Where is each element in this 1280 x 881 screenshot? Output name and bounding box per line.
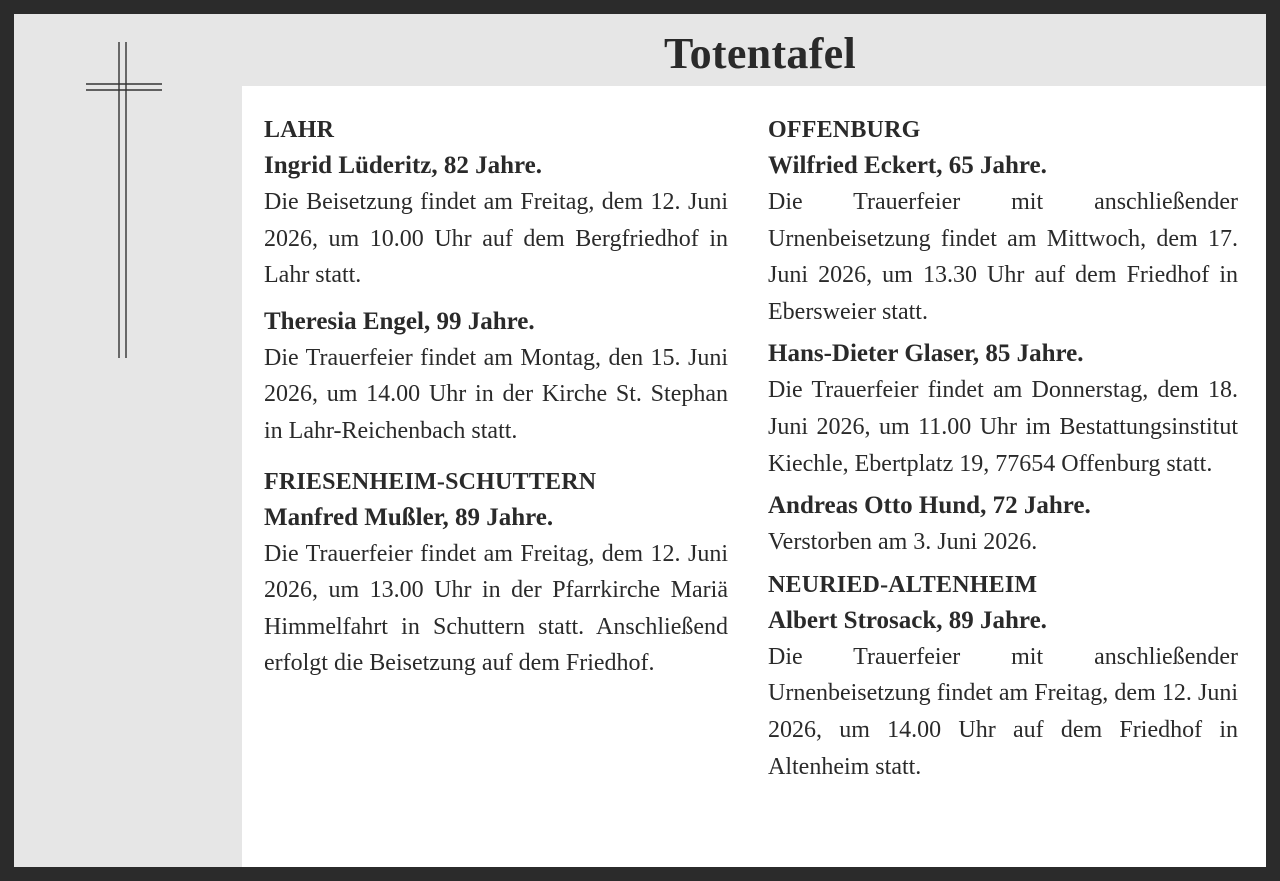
deceased-name: Hans-Dieter Glaser, 85 Jahre. (768, 340, 1084, 368)
obituary-entry: Ingrid Lüderitz, 82 Jahre. Die Beisetzun… (264, 148, 728, 294)
place-heading: NEURIED-ALTENHEIM (768, 571, 1038, 598)
deceased-name: Andreas Otto Hund, 72 Jahre. (768, 492, 1091, 520)
obituary-board: Totentafel LAHR Ingrid Lüderitz, 82 Jahr… (14, 14, 1266, 867)
place-heading: OFFENBURG (768, 117, 921, 143)
place-heading: LAHR (264, 117, 335, 143)
page-title: Totentafel (663, 29, 857, 78)
obituary-entry: Hans-Dieter Glaser, 85 Jahre. Die Trauer… (768, 336, 1238, 482)
deceased-name: Albert Strosack, 89 Jahre. (768, 606, 1047, 634)
obituary-entry: Wilfried Eckert, 65 Jahre. Die Trauerfei… (768, 148, 1238, 330)
obituary-text: Die Trauerfeier mit anschließender Urnen… (768, 643, 1238, 780)
obituary-entry: Theresia Engel, 99 Jahre. Die Trauerfeie… (264, 304, 728, 450)
left-column: LAHR Ingrid Lüderitz, 82 Jahre. Die Beis… (264, 112, 728, 692)
deceased-name: Wilfried Eckert, 65 Jahre. (768, 152, 1047, 179)
right-column: OFFENBURG Wilfried Eckert, 65 Jahre. Die… (768, 112, 1238, 795)
deceased-name: Theresia Engel, 99 Jahre. (264, 307, 535, 335)
obituary-entry: Albert Strosack, 89 Jahre. Die Trauerfei… (768, 603, 1238, 785)
obituary-entry: Manfred Mußler, 89 Jahre. Die Trauerfeie… (264, 500, 728, 682)
deceased-name: Ingrid Lüderitz, 82 Jahre. (264, 152, 543, 179)
cross-icon (86, 42, 162, 358)
obituary-content: LAHR Ingrid Lüderitz, 82 Jahre. Die Beis… (242, 86, 1266, 867)
obituary-text: Die Trauerfeier findet am Donnerstag, de… (768, 377, 1238, 477)
obituary-text: Die Trauerfeier findet am Freitag, dem 1… (264, 540, 728, 677)
obituary-text: Die Trauerfeier mit anschließender Urnen… (768, 189, 1238, 325)
obituary-text: Die Beisetzung findet am Freitag, dem 12… (264, 189, 728, 289)
place-heading: FRIESENHEIM-SCHUTTERN (264, 468, 597, 495)
obituary-entry: Andreas Otto Hund, 72 Jahre. Verstorben … (768, 488, 1238, 561)
obituary-text: Die Trauerfeier findet am Montag, den 15… (264, 344, 728, 444)
obituary-text: Verstorben am 3. Juni 2026. (768, 529, 1038, 556)
deceased-name: Manfred Mußler, 89 Jahre. (264, 503, 554, 531)
